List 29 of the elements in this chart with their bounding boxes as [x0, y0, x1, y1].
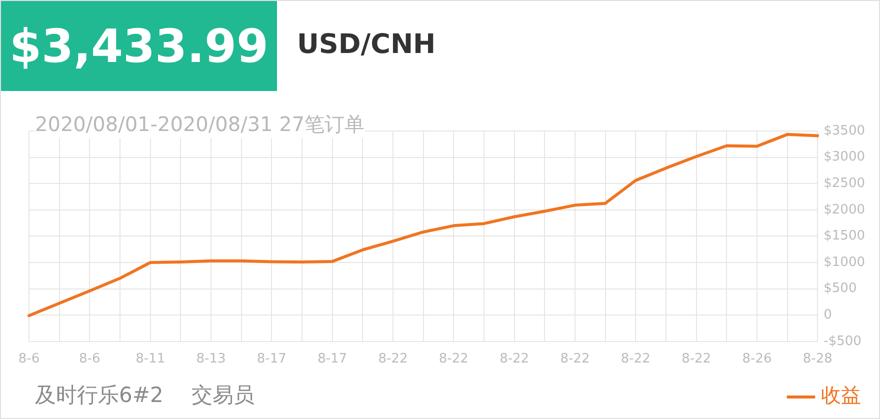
y-tick-label: $1000 — [824, 254, 866, 270]
x-tick-label: 8-22 — [500, 352, 530, 367]
y-tick-label: $500 — [824, 281, 857, 296]
y-tick-label: 0 — [824, 307, 832, 322]
x-tick-label: 8-22 — [378, 352, 408, 367]
x-tick-label: 8-22 — [438, 352, 468, 367]
x-tick-label: 8-17 — [318, 352, 348, 367]
y-tick-label: $2500 — [824, 176, 866, 191]
y-tick-label: -$500 — [824, 334, 862, 349]
x-tick-label: 8-26 — [742, 352, 772, 367]
text: 及时行乐6#2 — [35, 382, 164, 409]
y-tick-label: $2000 — [824, 202, 866, 218]
y-tick-label: $1500 — [824, 228, 866, 244]
chart-subtitle: $3,433.99 — [1, 1, 277, 91]
x-tick-label: 8-17 — [256, 352, 286, 367]
x-tick-label: 8-11 — [136, 352, 166, 367]
x-tick-label: 8-22 — [620, 352, 650, 367]
legend-label: 收益 — [821, 383, 861, 408]
x-tick-label: 8-6 — [18, 352, 40, 367]
x-tick-label: 8-13 — [196, 352, 226, 367]
x-tick-label: 8-28 — [802, 352, 832, 367]
chart-title: USD/CNH — [297, 29, 436, 60]
x-tick-label: 8-6 — [79, 352, 100, 367]
x-tick-label: 8-22 — [682, 352, 712, 367]
y-tick-label: $3500 — [824, 123, 866, 138]
annotation: 2020/08/01-2020/08/31 27笔订单 — [35, 111, 365, 138]
y-tick-label: $3000 — [824, 150, 866, 165]
x-tick-label: 8-22 — [560, 352, 590, 367]
text: 交易员 — [191, 382, 254, 409]
